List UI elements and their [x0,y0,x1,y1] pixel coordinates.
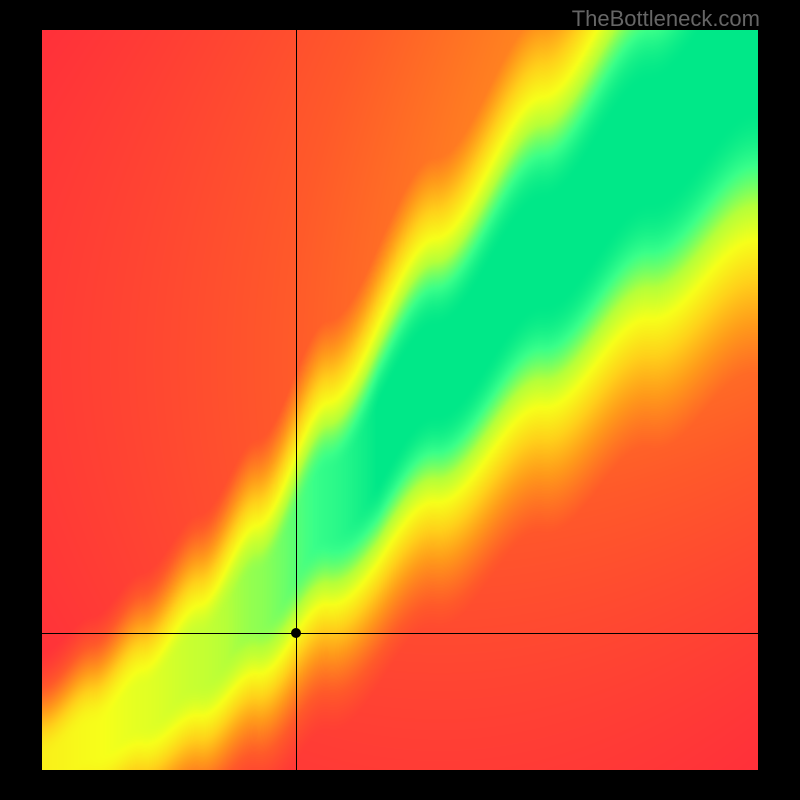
heatmap-canvas [42,30,758,770]
watermark-text: TheBottleneck.com [572,6,760,32]
crosshair-vertical [296,30,297,770]
crosshair-marker [291,628,301,638]
crosshair-horizontal [42,633,758,634]
heatmap-plot [42,30,758,770]
